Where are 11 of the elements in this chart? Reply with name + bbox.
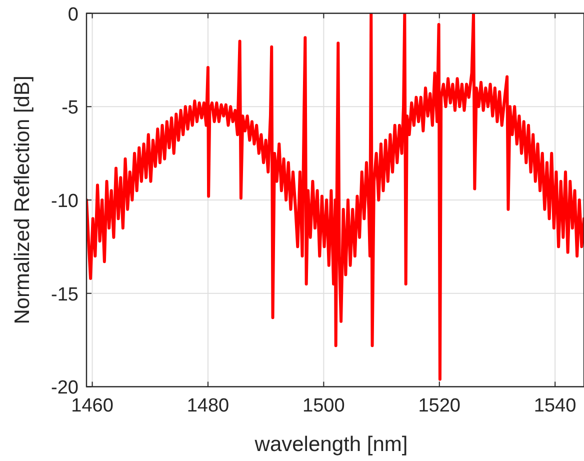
y-axis-title: Normalized Reflection [dB]: [11, 76, 34, 324]
x-tick-label: 1520: [418, 396, 461, 417]
x-tick-label: 1480: [186, 396, 230, 417]
line-series: [86, 13, 584, 381]
y-tick-label: 0: [68, 4, 78, 26]
y-tick-label: -10: [51, 191, 78, 212]
y-tick-label: -5: [62, 98, 78, 119]
x-tick-label: 1500: [302, 396, 345, 417]
x-tick-label: 1540: [534, 396, 576, 417]
x-axis-title: wavelength [nm]: [254, 433, 408, 456]
y-tick-label: -15: [51, 284, 78, 306]
